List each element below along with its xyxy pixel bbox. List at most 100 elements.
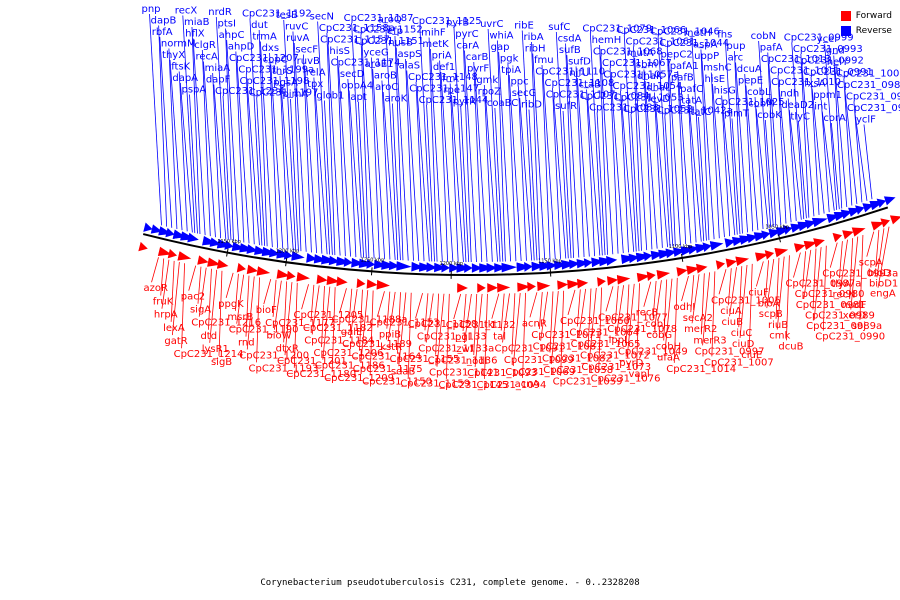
reverse-gene-label: CpC231_1013	[761, 54, 831, 65]
forward-gene-leader-line	[550, 291, 559, 365]
forward-gene-leader-line	[748, 263, 753, 349]
reverse-gene-arrow	[620, 254, 630, 265]
forward-gene-label: CpC231_1082	[542, 353, 612, 364]
forward-gene-label: CpC231_1175	[353, 364, 423, 375]
forward-gene-label: riuB	[768, 320, 788, 331]
forward-gene-leader-line	[643, 281, 652, 307]
reverse-gene-arrow	[746, 233, 759, 244]
reverse-gene-leader-line	[755, 108, 769, 228]
forward-gene-arrow	[636, 272, 651, 283]
forward-gene-label: hrpA	[154, 310, 178, 321]
reverse-gene-label: gmk	[476, 75, 498, 86]
reverse-gene-label: CpC231_1144	[419, 95, 489, 106]
forward-gene-leader-line	[293, 282, 298, 368]
reverse-gene-label: tesB	[276, 10, 298, 21]
forward-gene-label: CpC231_0981	[796, 300, 866, 311]
forward-gene-label: CpC231_1188a	[331, 314, 407, 325]
reverse-gene-arrow	[449, 263, 460, 273]
reverse-gene-leader-line	[532, 53, 546, 260]
reverse-gene-leader-line	[236, 62, 250, 244]
reverse-gene-leader-line	[777, 75, 787, 224]
forward-gene-label: CpC231_1164	[351, 352, 421, 363]
reverse-gene-label: CpC231_0987b	[847, 103, 900, 114]
forward-gene-label: CpC231_1209	[324, 373, 394, 384]
reverse-gene-leader-line	[168, 48, 178, 230]
forward-gene-arrow	[735, 256, 745, 266]
reverse-gene-label: fxsA	[804, 79, 826, 90]
reverse-gene-leader-line	[768, 63, 782, 225]
reverse-gene-leader-line	[191, 26, 201, 235]
forward-gene-label: CpC231_1133a	[418, 343, 494, 354]
reverse-gene-leader-line	[664, 115, 674, 247]
reverse-gene-leader-line	[351, 22, 365, 258]
reverse-gene-label: CpC231_1147	[409, 84, 479, 95]
reverse-gene-label: CpC231_1234	[215, 86, 285, 97]
forward-gene-label: bioW	[266, 331, 291, 342]
reverse-gene-leader-line	[688, 105, 702, 242]
reverse-gene-label: hemH	[592, 35, 622, 46]
forward-gene-arrow	[256, 266, 266, 276]
reverse-gene-arrow	[665, 248, 677, 259]
reverse-gene-label: sufC	[548, 22, 570, 33]
forward-gene-leader-line	[198, 267, 207, 317]
forward-gene-arrow	[656, 270, 671, 280]
forward-gene-arrow	[276, 269, 291, 279]
reverse-gene-label: CpC231_0999	[784, 33, 854, 44]
forward-gene-leader-line	[511, 293, 516, 355]
reverse-gene-label: CpC231_1199a	[238, 65, 314, 76]
reverse-gene-leader-line	[314, 88, 328, 255]
forward-gene-label: CpC231_1216	[191, 318, 261, 329]
reverse-gene-leader-line	[553, 99, 567, 259]
forward-gene-leader-line	[151, 257, 159, 283]
reverse-gene-arrow	[883, 196, 896, 206]
reverse-gene-leader-line	[767, 52, 777, 227]
forward-gene-label: nodI	[466, 356, 488, 367]
reverse-gene-leader-line	[158, 25, 168, 227]
forward-gene-leader-line	[614, 285, 619, 323]
forward-gene-label: lppL	[609, 335, 630, 346]
forward-gene-leader-line	[673, 277, 678, 363]
forward-gene-label: CpC231_1200	[239, 350, 309, 361]
forward-gene-arrow	[725, 258, 738, 268]
reverse-gene-label: uvrC	[480, 19, 503, 30]
reverse-gene-leader-line	[507, 63, 517, 262]
reverse-gene-leader-line	[820, 99, 830, 213]
reverse-gene-arrow	[876, 198, 887, 208]
reverse-swatch	[840, 25, 851, 36]
reverse-gene-arrow	[291, 251, 305, 261]
reverse-gene-leader-line	[678, 82, 692, 244]
reverse-gene-leader-line	[464, 50, 477, 263]
genome-backbone	[142, 206, 889, 276]
reverse-gene-leader-line	[653, 92, 663, 248]
reverse-gene-label: carB	[466, 52, 489, 63]
forward-gene-label: CpC231_1077	[598, 312, 668, 323]
forward-gene-label: pyrD	[619, 358, 643, 369]
forward-gene-arrow	[676, 267, 688, 277]
forward-gene-arrow	[167, 248, 178, 259]
forward-gene-label: CpC231_1145	[438, 380, 508, 391]
forward-gene-label: CpC231_1005	[711, 295, 781, 306]
forward-gene-label: CpC231_1094	[476, 380, 546, 391]
reverse-gene-arrow	[388, 260, 400, 271]
reverse-gene-label: pyrF	[467, 64, 489, 75]
reverse-gene-leader-line	[385, 24, 399, 261]
reverse-gene-label: aspS	[397, 49, 421, 60]
reverse-gene-leader-line	[555, 31, 569, 259]
forward-gene-leader-line	[181, 263, 186, 349]
forward-gene-leader-line	[829, 242, 838, 268]
reverse-gene-arrow	[643, 251, 653, 262]
forward-gene-arrow	[527, 281, 536, 292]
reverse-gene-leader-line	[304, 65, 318, 254]
forward-gene-arrow	[376, 279, 386, 290]
reverse-gene-label: hflX	[185, 29, 205, 40]
reverse-gene-label: aspA	[693, 40, 718, 51]
reverse-gene-label: nifU	[569, 68, 589, 79]
reverse-gene-arrow	[591, 257, 605, 268]
reverse-gene-leader-line	[292, 31, 302, 252]
forward-gene-leader-line	[822, 245, 827, 331]
reverse-gene-label: coaBC	[487, 98, 518, 109]
reverse-gene-label: aroK	[384, 94, 407, 105]
reverse-gene-label: CpC231_1001	[836, 69, 900, 80]
forward-gene-leader-line	[397, 292, 401, 354]
reverse-gene-leader-line	[821, 111, 835, 211]
